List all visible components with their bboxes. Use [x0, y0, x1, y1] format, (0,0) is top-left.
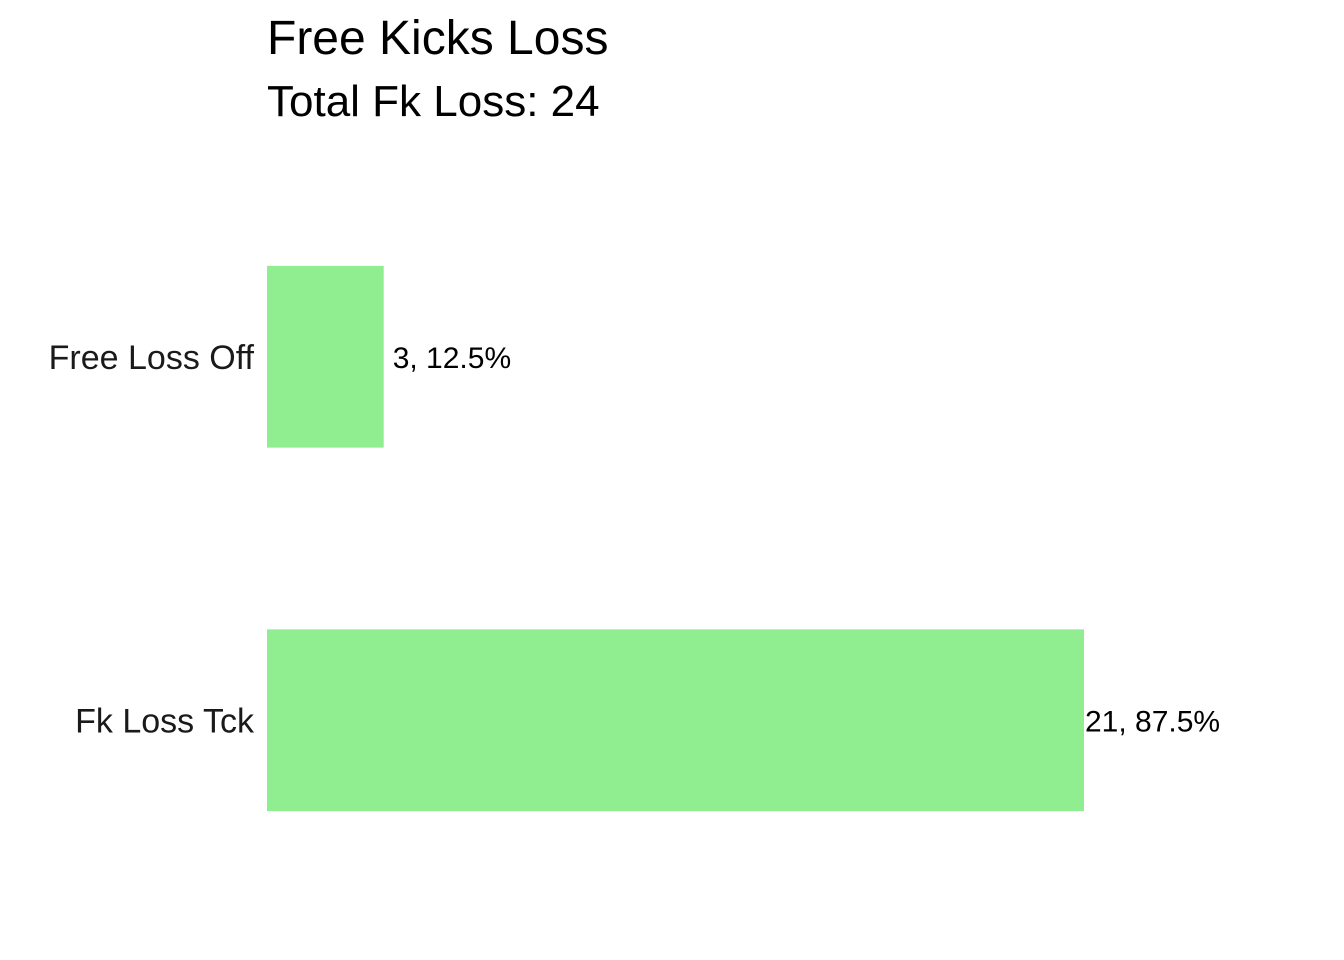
- data-label-0: 3, 12.5%: [393, 342, 511, 375]
- chart-title: Free Kicks Loss: [267, 12, 608, 65]
- bar-1: [267, 629, 1084, 812]
- data-label-1: 21, 87.5%: [1085, 705, 1220, 738]
- bar-0: [267, 265, 384, 448]
- category-label-1: Fk Loss Tck: [75, 702, 255, 740]
- bars-group: Free Loss Off 3, 12.5% Fk Loss Tck 21, 87.5…: [49, 265, 1220, 812]
- chart-subtitle: Total Fk Loss: 24: [267, 77, 600, 126]
- category-label-0: Free Loss Off: [49, 339, 255, 377]
